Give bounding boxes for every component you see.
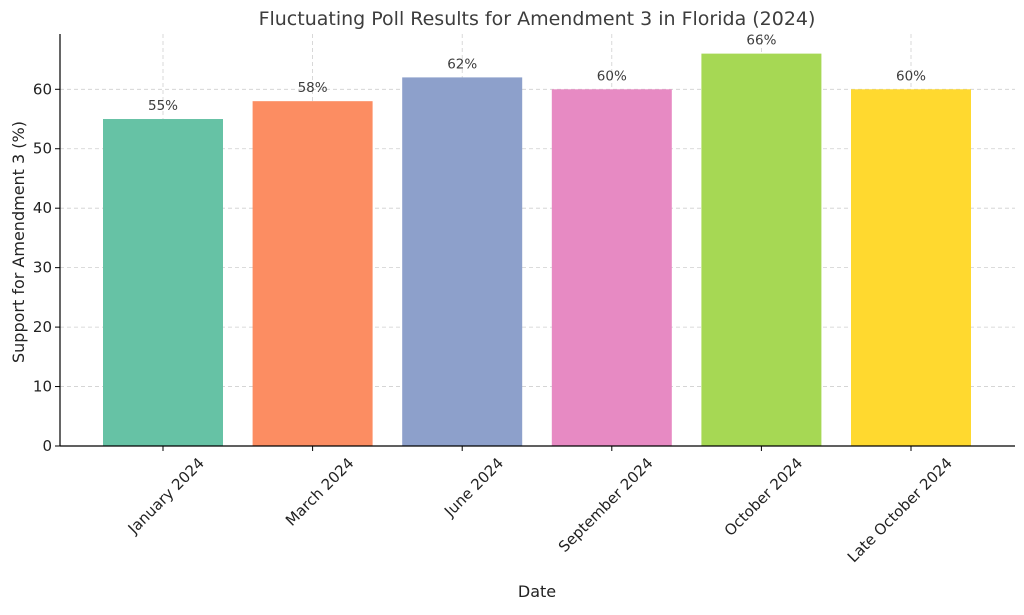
y-tick-label-0: 0 (42, 437, 52, 455)
y-axis-label: Support for Amendment 3 (%) (9, 121, 28, 363)
x-tick-label-0: January 2024 (124, 454, 208, 538)
data-label-5: 60% (896, 68, 926, 84)
x-tick-label-4: October 2024 (721, 454, 807, 540)
bar-4 (701, 53, 822, 446)
y-tick-label-50: 50 (33, 140, 52, 158)
axes (59, 34, 1015, 447)
bar-3 (551, 89, 672, 447)
y-tick-label-40: 40 (33, 199, 52, 217)
data-labels: 55% 58% 62% 60% 66% 60% (148, 33, 926, 114)
x-axis-label: Date (518, 582, 556, 601)
bar-2 (402, 77, 523, 446)
x-tick-label-5: Late October 2024 (844, 454, 956, 566)
x-tick-label-3: September 2024 (555, 454, 657, 556)
bar-1 (252, 101, 373, 447)
bar-0 (103, 119, 223, 447)
bar-5 (851, 89, 971, 447)
data-label-4: 66% (746, 33, 776, 49)
bars (103, 53, 971, 447)
y-tick-label-30: 30 (33, 259, 52, 277)
x-tick-labels: January 2024 March 2024 June 2024 September… (124, 446, 956, 566)
data-label-2: 62% (447, 56, 477, 72)
x-tick-label-1: March 2024 (282, 454, 357, 529)
data-label-3: 60% (597, 68, 627, 84)
y-tick-label-60: 60 (33, 80, 52, 98)
y-tick-labels: 0 10 20 30 40 50 60 (33, 80, 60, 455)
data-label-0: 55% (148, 98, 178, 114)
data-label-1: 58% (298, 80, 328, 96)
chart-title: Fluctuating Poll Results for Amendment 3… (259, 8, 816, 30)
x-tick-label-2: June 2024 (440, 454, 507, 521)
y-tick-label-10: 10 (33, 378, 52, 396)
y-tick-label-20: 20 (33, 318, 52, 336)
